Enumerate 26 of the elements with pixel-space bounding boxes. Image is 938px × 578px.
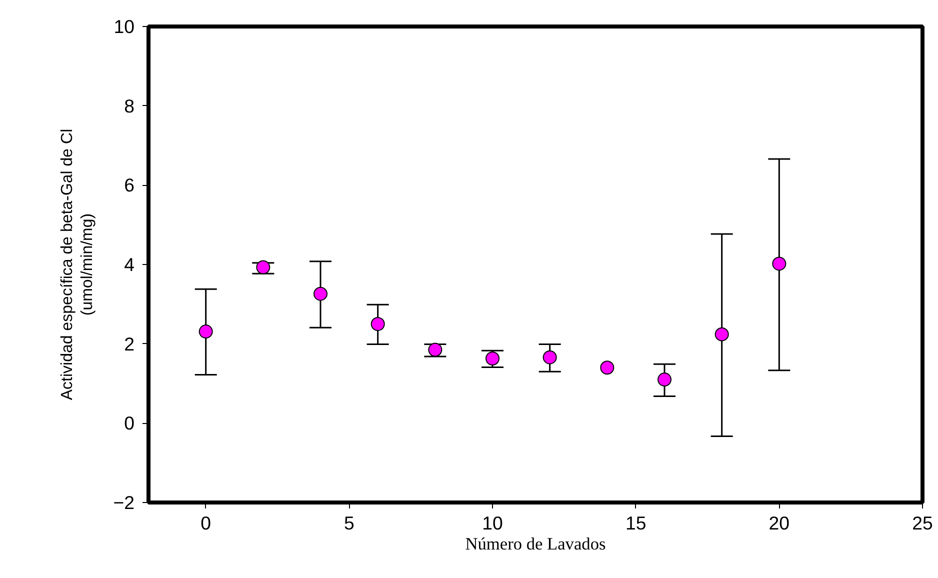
- x-tick-label: 15: [625, 512, 646, 534]
- y-tick-label: −2: [113, 492, 135, 513]
- y-tick-label: 10: [114, 16, 135, 37]
- point: [714, 327, 729, 342]
- x-tick-label: 0: [200, 512, 212, 534]
- point: [600, 360, 614, 375]
- x-axis-title: Número de Lavados: [465, 534, 606, 554]
- point: [256, 260, 270, 274]
- point: [428, 342, 442, 357]
- point: [658, 372, 672, 387]
- y-tick-label: 6: [124, 174, 135, 196]
- point: [370, 317, 385, 331]
- x-tick-label: 10: [482, 512, 503, 534]
- point: [486, 352, 500, 366]
- point: [772, 256, 786, 271]
- y-tick-label: 4: [124, 254, 135, 275]
- y-tick-label: 2: [124, 333, 135, 354]
- x-tick-label: 20: [768, 512, 790, 534]
- x-tick-label: 25: [912, 512, 933, 534]
- y-tick-label: 0: [124, 412, 135, 434]
- point: [198, 324, 213, 339]
- y-tick-label: 8: [124, 95, 135, 116]
- y-axis-title: Actividad específica de beta-Gal de Cl (umol/min/mg): [58, 128, 96, 400]
- point: [314, 286, 328, 301]
- x-tick-label: 5: [344, 512, 354, 534]
- point: [542, 350, 557, 364]
